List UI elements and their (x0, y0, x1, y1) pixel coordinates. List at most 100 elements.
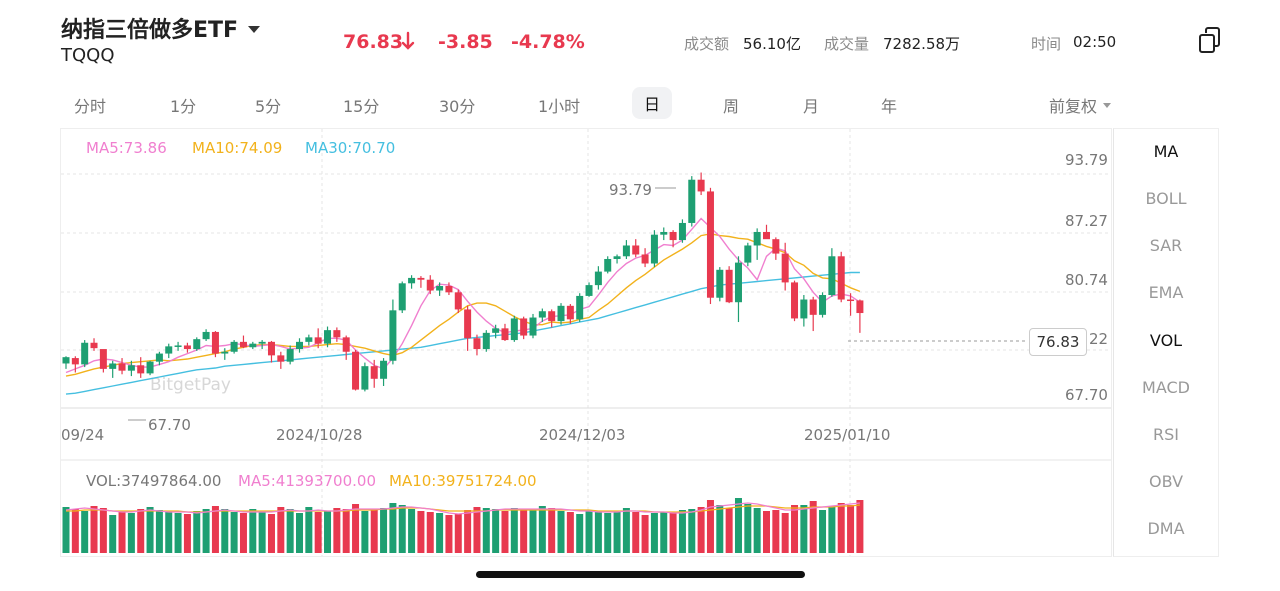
candle-body (174, 345, 182, 347)
candle-body (137, 365, 145, 374)
candle-body (800, 299, 808, 319)
volume-bar (118, 511, 126, 553)
volume-bar (688, 509, 696, 553)
candle-body (576, 295, 584, 320)
candle-body (809, 299, 817, 315)
volume-bar (71, 509, 79, 553)
candle-body (361, 366, 369, 390)
candle-body (118, 363, 126, 371)
indicator-obv[interactable]: OBV (1148, 472, 1184, 491)
volume-bar (417, 511, 425, 553)
candle-body (296, 341, 303, 350)
chart-panel[interactable] (60, 128, 1112, 557)
security-title[interactable]: 纳指三倍做多ETF (61, 12, 261, 44)
candle-body (211, 331, 219, 354)
current-price-box: 76.83 (1029, 328, 1087, 356)
volume-bar (763, 511, 770, 553)
candle-body (183, 345, 191, 350)
volume-bar (389, 503, 397, 553)
volume-bar (501, 511, 509, 553)
indicator-rsi[interactable]: RSI (1153, 425, 1179, 444)
x-label: 2024/12/03 (539, 426, 626, 444)
indicator-ema[interactable]: EMA (1148, 283, 1184, 302)
candle-body (277, 355, 285, 362)
candle-body (380, 360, 388, 379)
vol-legend-vol: VOL:37497864.00 (86, 472, 222, 490)
y-label: 87.27 (1065, 212, 1108, 230)
volume-bar (324, 511, 332, 553)
chevron-down-icon (1103, 102, 1112, 108)
candle-body (622, 245, 630, 257)
volume-bar (445, 515, 453, 553)
volume-bar (454, 514, 462, 553)
candle-body (725, 269, 733, 303)
indicator-macd[interactable]: MACD (1142, 378, 1190, 397)
down-arrow-icon (400, 30, 416, 57)
tab-week[interactable]: 周 (723, 97, 740, 116)
indicator-dma[interactable]: DMA (1147, 519, 1185, 538)
dropdown-caret-icon[interactable] (248, 25, 261, 33)
volume-bar (791, 505, 799, 553)
candle-body (791, 282, 799, 319)
candle-body (202, 331, 210, 340)
volume-bar (819, 510, 827, 553)
volume-bar (155, 510, 163, 553)
ma5-line (65, 217, 861, 374)
candle-body (613, 256, 621, 259)
tab-1min[interactable]: 1分 (170, 97, 197, 116)
adjust-label: 前复权 (1049, 97, 1098, 116)
volume-bar (557, 511, 565, 553)
volume-bar (202, 509, 210, 553)
tab-day[interactable]: 日 (632, 87, 673, 119)
volume-bar (464, 510, 472, 553)
price-change: -3.85 (438, 31, 493, 53)
volume-bar (109, 515, 117, 553)
indicator-boll[interactable]: BOLL (1145, 189, 1187, 208)
candle-body (71, 358, 79, 365)
volume-bar (230, 512, 238, 553)
candle-body (230, 341, 238, 352)
indicator-ma[interactable]: MA (1153, 142, 1179, 161)
copy-icon[interactable] (1198, 26, 1222, 54)
volume-ma-lines (65, 502, 860, 515)
volume-bar (211, 506, 219, 553)
volume-bar (706, 500, 714, 553)
candle-body (828, 256, 836, 296)
volume-bar (716, 505, 724, 553)
tab-intraday[interactable]: 分时 (74, 97, 107, 116)
tab-month[interactable]: 月 (803, 97, 820, 116)
y-label: 67.70 (1065, 386, 1108, 404)
candle-body (604, 258, 612, 272)
candle-body (464, 309, 472, 339)
x-label: 2024/10/28 (276, 426, 363, 444)
tab-5min[interactable]: 5分 (255, 97, 282, 116)
tab-1hour[interactable]: 1小时 (538, 97, 581, 116)
candle-body (781, 253, 789, 283)
candle-body (566, 305, 574, 320)
indicator-vol[interactable]: VOL (1149, 331, 1183, 350)
tab-30min[interactable]: 30分 (439, 97, 476, 116)
candle-body (426, 279, 434, 291)
tab-15min[interactable]: 15分 (343, 97, 380, 116)
candle-body (660, 231, 668, 235)
volume-value: 7282.58万 (883, 35, 961, 53)
indicator-sar[interactable]: SAR (1149, 236, 1183, 255)
volume-bar (734, 498, 742, 553)
candle-body (520, 318, 528, 336)
home-indicator[interactable] (476, 571, 805, 578)
candle-body (557, 305, 565, 322)
volume-bar (398, 505, 406, 553)
time-label: 时间 (1031, 35, 1062, 53)
volume-bar (99, 508, 107, 553)
volume-bar (800, 505, 808, 553)
legend-ma30: MA30:70.70 (305, 139, 396, 157)
candle-body (370, 366, 378, 379)
candle-body (352, 351, 360, 390)
volume-bar (828, 506, 836, 553)
volume-bar (342, 509, 350, 553)
volume-bar (594, 512, 602, 553)
adjust-selector[interactable]: 前复权 (1049, 93, 1112, 117)
tab-year[interactable]: 年 (881, 97, 898, 116)
candle-body (594, 271, 602, 286)
